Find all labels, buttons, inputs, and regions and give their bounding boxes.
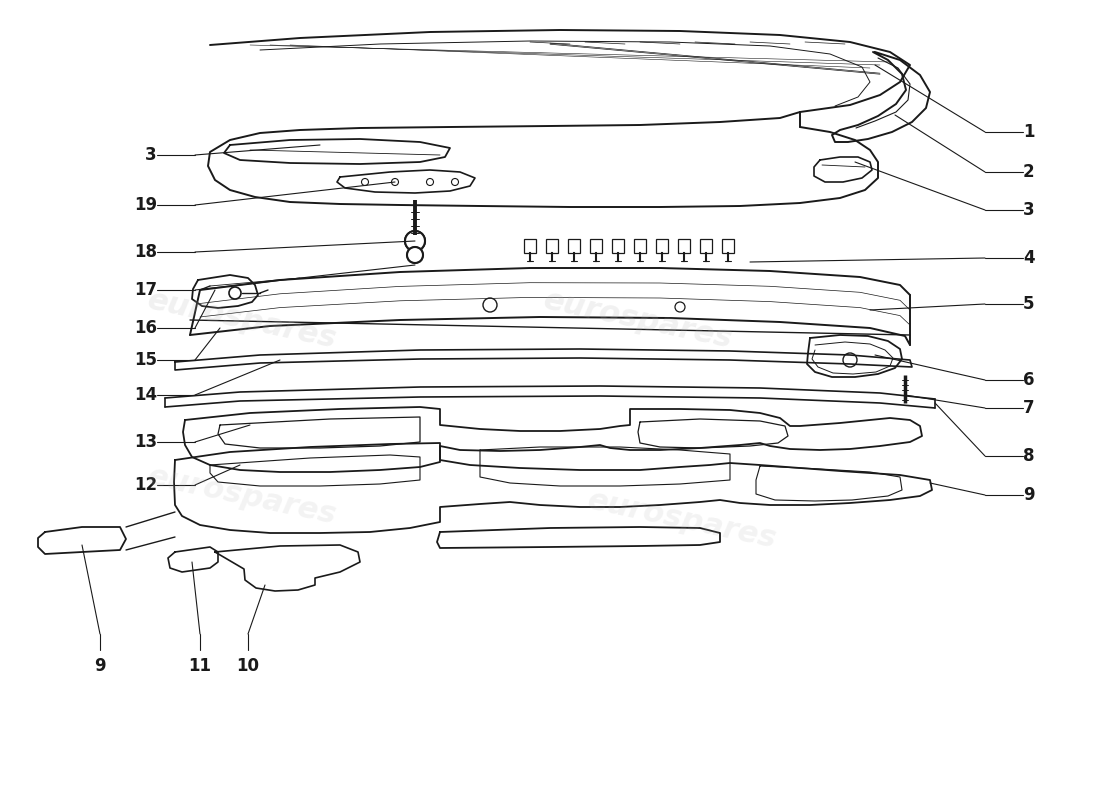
Text: 9: 9 (95, 657, 106, 675)
Text: 12: 12 (134, 476, 157, 494)
Bar (656, 239, 668, 253)
Text: 9: 9 (1023, 486, 1035, 504)
Text: eurospares: eurospares (585, 486, 779, 554)
Text: 3: 3 (1023, 201, 1035, 219)
Text: 7: 7 (1023, 399, 1035, 417)
Bar (634, 239, 646, 253)
Bar (546, 239, 558, 253)
Text: eurospares: eurospares (145, 462, 339, 530)
Text: 13: 13 (134, 433, 157, 451)
Text: 2: 2 (1023, 163, 1035, 181)
Bar (524, 239, 536, 253)
Bar (678, 239, 690, 253)
Text: 17: 17 (134, 281, 157, 299)
Text: 10: 10 (236, 657, 260, 675)
Text: 1: 1 (1023, 123, 1034, 141)
Bar (568, 239, 580, 253)
Text: 16: 16 (134, 319, 157, 337)
Text: eurospares: eurospares (145, 286, 339, 354)
Text: 15: 15 (134, 351, 157, 369)
Bar (590, 239, 602, 253)
Text: 18: 18 (134, 243, 157, 261)
Bar (700, 239, 712, 253)
Circle shape (405, 231, 425, 251)
Text: 5: 5 (1023, 295, 1034, 313)
Text: 6: 6 (1023, 371, 1034, 389)
Text: 14: 14 (134, 386, 157, 404)
Text: 3: 3 (145, 146, 157, 164)
Text: 11: 11 (188, 657, 211, 675)
Circle shape (407, 247, 424, 263)
Bar (612, 239, 624, 253)
Text: eurospares: eurospares (541, 286, 735, 354)
Text: 4: 4 (1023, 249, 1035, 267)
Bar (722, 239, 734, 253)
Text: 8: 8 (1023, 447, 1034, 465)
Text: 19: 19 (134, 196, 157, 214)
